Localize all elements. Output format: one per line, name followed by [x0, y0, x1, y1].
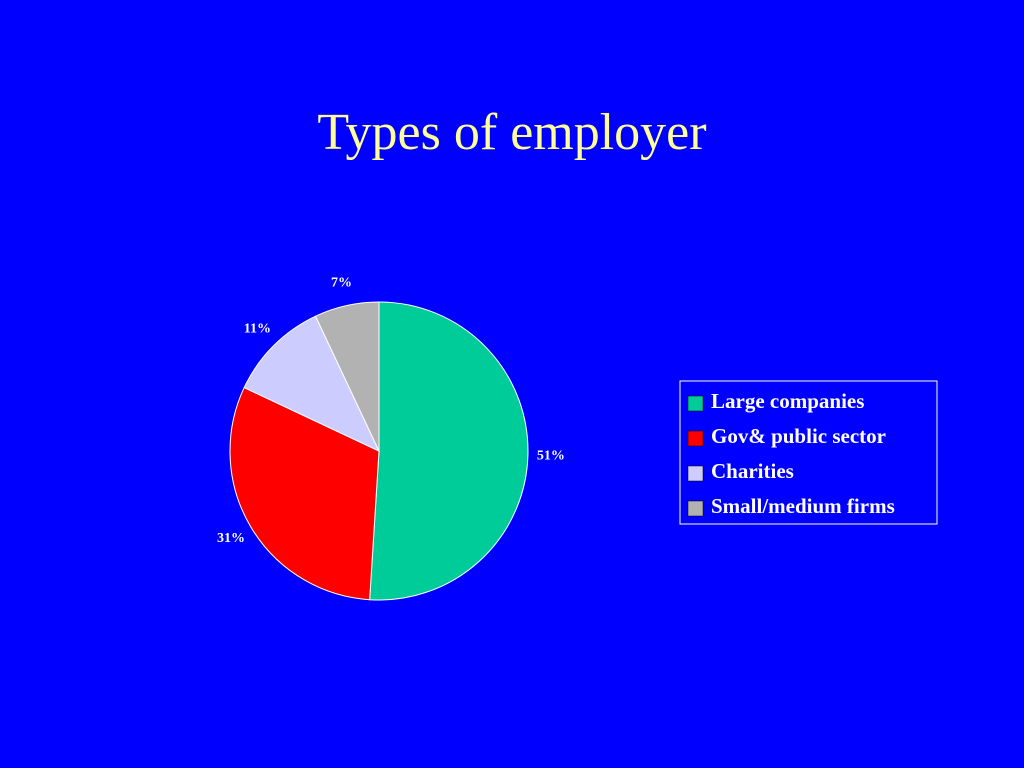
data-label: 31% — [217, 531, 245, 546]
legend-label: Small/medium firms — [711, 494, 895, 518]
legend-label: Large companies — [711, 389, 864, 413]
data-label: 51% — [537, 449, 565, 464]
legend-swatch — [687, 395, 704, 412]
legend-box — [679, 380, 938, 525]
legend-label: Gov& public sector — [711, 424, 886, 448]
legend-swatch — [687, 430, 704, 447]
pie-slice — [314, 301, 380, 452]
pie-slice — [243, 315, 381, 453]
legend-swatch — [687, 465, 704, 482]
data-label: 7% — [331, 275, 352, 290]
legend-swatch — [687, 500, 704, 517]
pie-slice — [369, 301, 529, 601]
chart-title: Types of employer — [317, 104, 706, 161]
legend-label: Charities — [711, 459, 794, 483]
data-label: 11% — [244, 322, 271, 337]
pie-slice — [229, 386, 380, 601]
